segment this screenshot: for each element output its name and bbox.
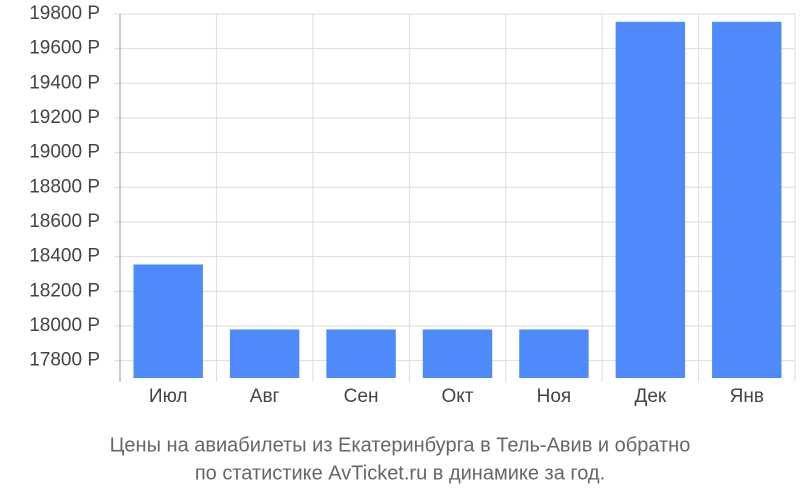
x-tick-label: Авг xyxy=(250,386,280,407)
x-tick-label: Сен xyxy=(344,386,379,407)
y-tick-label: 18000 Р xyxy=(29,315,100,336)
y-tick-label: 18800 Р xyxy=(29,176,100,197)
bar xyxy=(133,264,203,378)
y-tick-label: 19400 Р xyxy=(29,72,100,93)
caption-line: по статистике AvTicket.ru в динамике за … xyxy=(195,462,605,484)
x-tick-label: Дек xyxy=(634,386,666,407)
y-tick-label: 18400 Р xyxy=(29,246,100,267)
x-tick-label: Июл xyxy=(149,386,188,407)
y-tick-label: 19600 Р xyxy=(29,38,100,59)
bar xyxy=(519,329,589,378)
bar xyxy=(615,21,686,379)
y-tick-label: 18600 Р xyxy=(29,211,100,232)
x-tick-label: Янв xyxy=(730,386,764,407)
caption-line: Цены на авиабилеты из Екатеринбурга в Те… xyxy=(110,434,691,456)
bar xyxy=(422,329,493,378)
y-tick-label: 17800 Р xyxy=(29,350,100,371)
x-tick-label: Окт xyxy=(441,386,473,407)
y-tick-label: 19800 Р xyxy=(29,3,100,24)
x-tick-label: Ноя xyxy=(537,386,572,407)
y-tick-label: 19000 Р xyxy=(29,142,100,163)
y-tick-label: 19200 Р xyxy=(29,107,100,128)
y-tick-label: 18200 Р xyxy=(29,280,100,301)
bar xyxy=(712,21,782,379)
bar xyxy=(229,329,300,378)
bar xyxy=(326,329,396,378)
